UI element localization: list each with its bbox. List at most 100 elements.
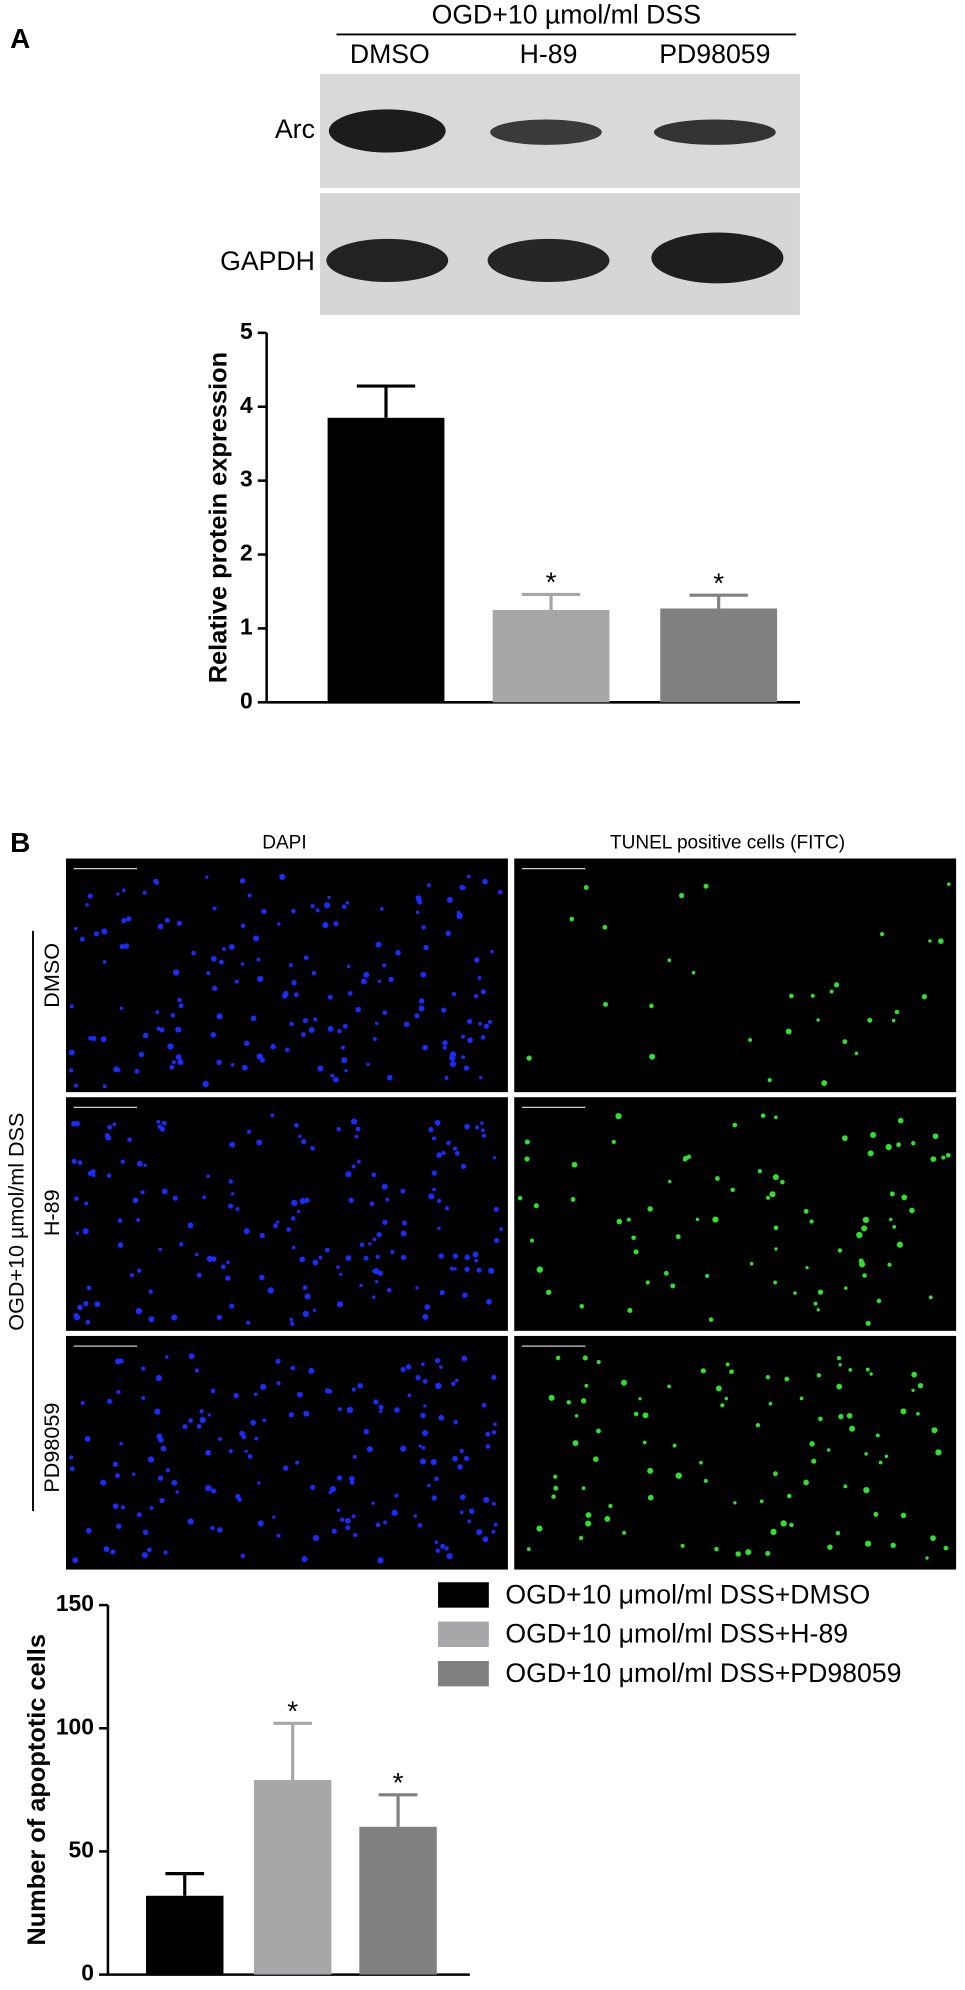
tunel-cell [879, 931, 885, 937]
nucleus [449, 1051, 457, 1058]
tunel-cell [848, 1368, 853, 1372]
nucleus [157, 1475, 164, 1481]
nucleus [187, 1222, 194, 1229]
nucleus [291, 1199, 298, 1207]
nucleus [381, 1183, 388, 1190]
nucleus [84, 1435, 91, 1442]
tunel-cell [730, 1187, 735, 1193]
nucleus [336, 1301, 344, 1308]
nucleus [441, 1150, 446, 1156]
nucleus [304, 1197, 310, 1203]
nucleus [400, 1188, 406, 1194]
nucleus [301, 1138, 307, 1145]
nucleus [480, 989, 486, 995]
y-axis-label: Number of apoptotic cells [23, 1634, 51, 1946]
tunel-cell [647, 1467, 654, 1474]
nucleus [230, 1062, 235, 1067]
tunel-cell [941, 1155, 946, 1160]
tunel-cell [533, 1203, 539, 1209]
tunel-cell [708, 1317, 714, 1322]
y-tick-label: 5 [240, 318, 253, 344]
nucleus [466, 874, 471, 879]
tunel-cell [909, 1207, 915, 1214]
nucleus [336, 1508, 341, 1512]
tunel-cell [691, 970, 696, 975]
tunel-cell [945, 1152, 951, 1158]
nucleus [420, 1412, 426, 1419]
nucleus [88, 1036, 93, 1041]
tunel-cell [714, 1546, 719, 1552]
tunel-cell [826, 1448, 831, 1452]
tunel-cell [712, 1216, 719, 1223]
nucleus [482, 878, 488, 885]
nucleus [302, 1310, 310, 1317]
nucleus [196, 1423, 202, 1429]
nucleus [349, 1480, 355, 1485]
nucleus [345, 900, 350, 905]
nucleus [74, 1196, 79, 1201]
nucleus [129, 1273, 135, 1278]
nucleus [339, 1272, 343, 1276]
tunel-cell [803, 1479, 809, 1486]
tunel-cell [680, 1543, 685, 1548]
tunel-cell [732, 1122, 738, 1128]
nucleus [481, 1403, 487, 1408]
nucleus [359, 1283, 363, 1288]
nucleus [210, 1031, 217, 1038]
tunel-cell [863, 1486, 870, 1494]
tunel-cell [875, 1433, 880, 1438]
row-label: DMSO [39, 943, 64, 1008]
nucleus [123, 943, 130, 949]
nucleus [276, 1220, 280, 1224]
tunel-cell [809, 1219, 814, 1224]
tunel-cell [946, 882, 951, 886]
nucleus [483, 1496, 490, 1503]
nucleus [72, 1557, 79, 1564]
group-label: OGD+10 µmol/ml DSS [3, 1113, 28, 1331]
y-tick-label: 100 [56, 1713, 94, 1739]
nucleus [446, 1553, 453, 1560]
nucleus [421, 1430, 428, 1436]
nucleus [476, 1267, 482, 1273]
tunel-cell [768, 1401, 773, 1406]
nucleus [452, 1253, 458, 1259]
tunel-cell [536, 1525, 543, 1532]
tunel-cell [876, 1298, 882, 1304]
tunel-cell [917, 1382, 924, 1389]
tunel-cell [647, 1206, 653, 1212]
nucleus [254, 1436, 259, 1441]
nucleus [371, 1295, 376, 1299]
nucleus [216, 1314, 223, 1321]
tunel-cell [633, 1249, 639, 1255]
tunel-cell [766, 1195, 770, 1200]
nucleus [212, 906, 217, 911]
tunel-cell [900, 1512, 907, 1519]
nucleus [135, 1307, 142, 1315]
tunel-cell [838, 1363, 842, 1367]
nucleus [405, 1364, 412, 1370]
nucleus [427, 1483, 431, 1488]
tunel-cell [663, 1270, 669, 1276]
nucleus [202, 1080, 209, 1088]
nucleus [327, 994, 333, 1000]
nucleus [461, 1355, 468, 1362]
micrograph [514, 858, 957, 1093]
y-tick-label: 0 [240, 687, 253, 713]
bar [359, 1826, 437, 1975]
nucleus [445, 930, 451, 937]
nucleus [165, 1355, 169, 1359]
bar [146, 1895, 224, 1975]
nucleus [394, 1407, 400, 1413]
nucleus [418, 998, 425, 1004]
nucleus [175, 1490, 179, 1494]
nucleus [253, 1392, 258, 1397]
nucleus [403, 1021, 410, 1028]
tunel-cell [928, 939, 932, 943]
legend-label: OGD+10 μmol/ml DSS+H-89 [505, 1619, 848, 1649]
nucleus [210, 1525, 215, 1531]
nucleus [112, 1503, 119, 1509]
tunel-cell [608, 1503, 613, 1509]
tunel-cell [545, 1289, 552, 1295]
nucleus [233, 1392, 239, 1399]
nucleus [460, 1034, 466, 1039]
